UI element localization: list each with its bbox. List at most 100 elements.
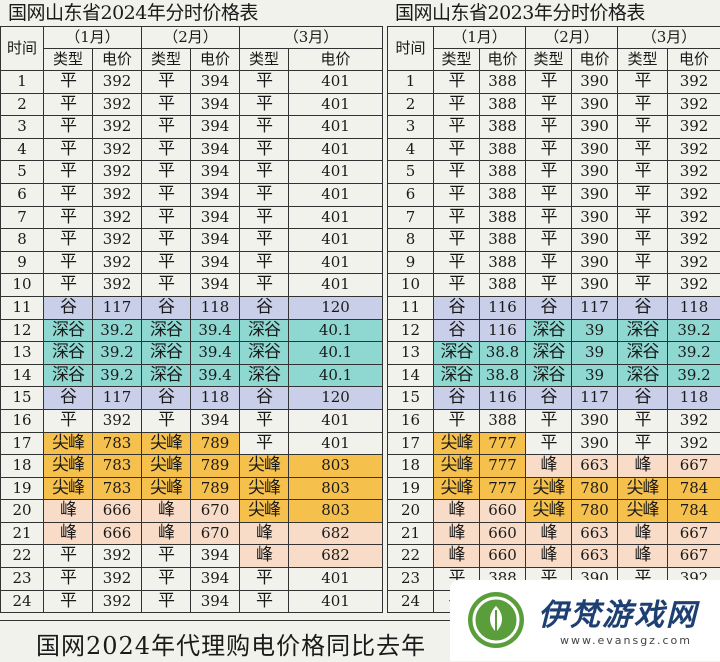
price-cell: 117: [572, 387, 618, 410]
price-cell: 39: [572, 342, 618, 365]
period-type-cell: 深谷: [44, 342, 93, 365]
hour-cell: 5: [1, 161, 44, 184]
period-type-cell: 深谷: [240, 342, 289, 365]
price-cell: 783: [93, 432, 142, 455]
hour-cell: 21: [388, 522, 434, 545]
price-cell: 401: [289, 183, 383, 206]
price-cell: 388: [480, 161, 526, 184]
period-type-cell: 平: [240, 568, 289, 591]
month-header: （3月）: [618, 27, 720, 49]
period-type-cell: 平: [618, 93, 668, 116]
hour-cell: 14: [1, 364, 44, 387]
price-cell: 660: [480, 522, 526, 545]
period-type-cell: 峰: [618, 522, 668, 545]
hour-cell: 18: [388, 455, 434, 478]
price-cell: 392: [668, 116, 720, 139]
hour-cell: 4: [388, 138, 434, 161]
period-type-cell: 平: [434, 409, 480, 432]
price-cell: 401: [289, 432, 383, 455]
period-type-cell: 谷: [434, 387, 480, 410]
period-type-cell: 平: [142, 183, 191, 206]
price-cell: 660: [480, 500, 526, 523]
period-type-cell: 平: [618, 183, 668, 206]
price-cell: 39.2: [668, 319, 720, 342]
price-cell: 392: [93, 71, 142, 94]
hour-cell: 15: [388, 387, 434, 410]
header-row-months: 时间（1月）（2月）（3月）: [388, 27, 720, 49]
price-cell: 390: [572, 251, 618, 274]
period-type-cell: 平: [618, 251, 668, 274]
period-type-cell: 谷: [44, 296, 93, 319]
price-cell: 780: [572, 500, 618, 523]
month-header: （1月）: [44, 27, 142, 49]
hour-cell: 4: [1, 138, 44, 161]
period-type-cell: 深谷: [142, 342, 191, 365]
price-cell: 390: [572, 71, 618, 94]
price-cell: 388: [480, 116, 526, 139]
period-type-cell: 平: [526, 274, 572, 297]
period-type-cell: 平: [618, 432, 668, 455]
price-column-header: 电价: [480, 49, 526, 71]
period-type-cell: 平: [44, 274, 93, 297]
price-cell: 682: [289, 522, 383, 545]
price-cell: 392: [668, 206, 720, 229]
type-column-header: 类型: [44, 49, 93, 71]
price-cell: 660: [480, 545, 526, 568]
period-type-cell: 平: [526, 206, 572, 229]
price-cell: 392: [93, 161, 142, 184]
price-cell: 39.4: [191, 319, 240, 342]
period-type-cell: 平: [618, 274, 668, 297]
price-cell: 666: [93, 522, 142, 545]
price-cell: 663: [572, 545, 618, 568]
hour-cell: 7: [388, 206, 434, 229]
period-type-cell: 谷: [434, 319, 480, 342]
period-type-cell: 平: [44, 409, 93, 432]
period-type-cell: 深谷: [526, 342, 572, 365]
hour-cell: 22: [1, 545, 44, 568]
month-header: （3月）: [240, 27, 383, 49]
period-type-cell: 峰: [526, 522, 572, 545]
period-type-cell: 峰: [142, 500, 191, 523]
period-type-cell: 尖峰: [434, 432, 480, 455]
period-type-cell: 平: [240, 206, 289, 229]
period-type-cell: 深谷: [142, 364, 191, 387]
period-type-cell: 谷: [618, 387, 668, 410]
hour-cell: 19: [388, 477, 434, 500]
price-cell: 388: [480, 183, 526, 206]
month-header: （2月）: [526, 27, 618, 49]
period-type-cell: 尖峰: [526, 477, 572, 500]
period-type-cell: 平: [44, 590, 93, 613]
period-type-cell: 平: [142, 251, 191, 274]
hour-cell: 10: [388, 274, 434, 297]
period-type-cell: 峰: [240, 522, 289, 545]
period-type-cell: 尖峰: [142, 455, 191, 478]
watermark-badge: 伊梵游戏网 www.evansgz.com: [450, 580, 720, 661]
price-cell: 777: [480, 455, 526, 478]
price-cell: 394: [191, 138, 240, 161]
price-cell: 789: [191, 477, 240, 500]
price-cell: 388: [480, 93, 526, 116]
period-type-cell: 尖峰: [434, 455, 480, 478]
period-type-cell: 平: [240, 251, 289, 274]
hour-cell: 20: [1, 500, 44, 523]
period-type-cell: 平: [240, 161, 289, 184]
price-cell: 394: [191, 71, 240, 94]
period-type-cell: 平: [142, 71, 191, 94]
price-cell: 803: [289, 477, 383, 500]
price-cell: 401: [289, 161, 383, 184]
period-type-cell: 平: [526, 161, 572, 184]
hour-cell: 23: [388, 568, 434, 591]
period-type-cell: 平: [142, 138, 191, 161]
price-table-2024: 国网山东省2024年分时价格表 时间（1月）（2月）（3月）类型电价类型电价类型…: [0, 0, 382, 613]
price-cell: 394: [191, 206, 240, 229]
